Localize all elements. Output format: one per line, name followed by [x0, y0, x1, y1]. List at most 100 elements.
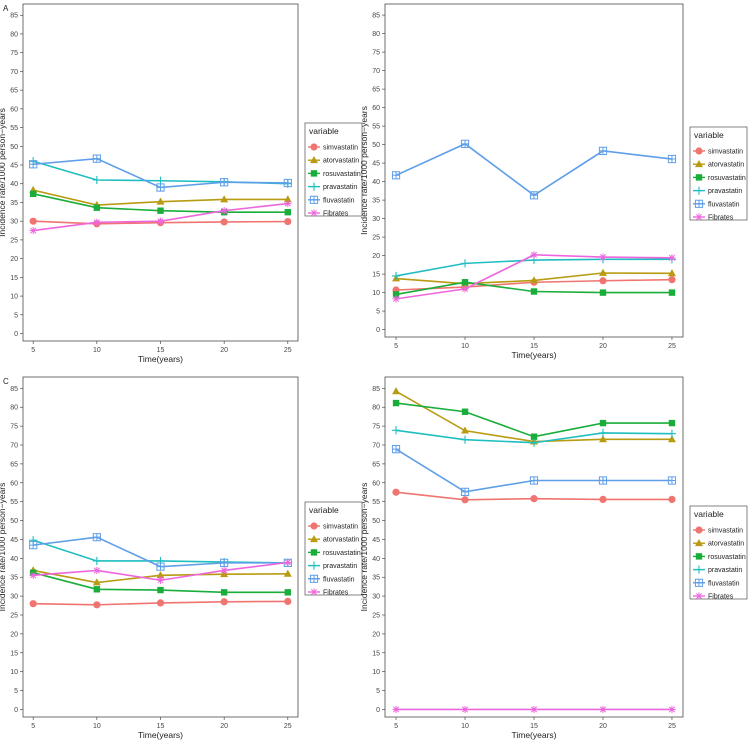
- data-point: [461, 279, 469, 286]
- data-point: [283, 569, 292, 577]
- x-axis-title: Time(years): [511, 350, 556, 360]
- series-fluvastatin: [29, 533, 292, 571]
- data-point: [92, 578, 101, 586]
- legend-marker: [310, 209, 318, 217]
- y-tick-label: 80: [10, 31, 18, 38]
- data-point: [391, 445, 401, 454]
- plot-area: [22, 3, 299, 342]
- legend-label: Fibrates: [323, 211, 349, 218]
- data-point: [220, 178, 229, 187]
- series-fibrates: [392, 705, 676, 714]
- data-point: [599, 495, 607, 503]
- panel-d: D051015202530354045505560657075808551015…: [359, 376, 748, 740]
- legend-label: fluvastatin: [323, 197, 355, 204]
- legend-marker: [309, 182, 319, 191]
- legend-marker: [695, 539, 703, 547]
- data-point: [392, 488, 400, 496]
- data-point: [220, 598, 228, 606]
- y-tick-label: 40: [10, 181, 18, 188]
- y-tick-label: 30: [10, 594, 18, 601]
- y-tick-label: 30: [372, 216, 380, 223]
- data-point: [667, 429, 677, 438]
- data-point: [530, 251, 538, 259]
- legend-item: simvastatin: [693, 147, 743, 156]
- y-tick-label: 50: [372, 518, 380, 525]
- data-point: [667, 435, 676, 443]
- data-point: [391, 271, 401, 281]
- legend-marker: [695, 592, 703, 600]
- data-point: [599, 253, 607, 261]
- y-tick-label: 65: [372, 87, 380, 94]
- data-point: [92, 154, 101, 163]
- legend: variable simvastatin atorvastatin rosuvasta…: [689, 505, 748, 601]
- legend-item: simvastatin: [693, 526, 743, 535]
- y-tick-label: 70: [10, 69, 18, 76]
- y-tick-label: 5: [376, 688, 380, 695]
- legend-item: Fibrates: [693, 592, 734, 601]
- data-point: [461, 408, 469, 415]
- y-tick-label: 80: [372, 31, 380, 38]
- x-tick-label: 25: [668, 343, 676, 350]
- x-tick-label: 15: [157, 347, 165, 354]
- legend-item: rosuvastatin: [308, 549, 361, 557]
- data-point: [156, 197, 165, 205]
- series-fluvastatin: [29, 154, 292, 192]
- data-point: [29, 217, 37, 225]
- data-point: [29, 190, 37, 198]
- data-point: [529, 191, 539, 200]
- legend-item: simvastatin: [308, 522, 358, 531]
- legend-marker: [694, 186, 704, 195]
- y-tick-label: 15: [10, 275, 18, 282]
- legend-item: Fibrates: [308, 588, 349, 597]
- legend-title: variable: [309, 505, 339, 515]
- legend-label: pravastatin: [323, 563, 357, 570]
- series-simvastatin: [29, 597, 292, 609]
- data-point: [461, 705, 469, 714]
- panel-letter: A: [3, 4, 9, 13]
- data-point: [284, 217, 292, 226]
- legend-item: Fibrates: [693, 213, 734, 222]
- series-fluvastatin: [391, 139, 677, 200]
- data-point: [157, 586, 164, 594]
- data-point: [530, 705, 538, 714]
- series-rosuvastatin: [392, 399, 676, 440]
- legend-label: pravastatin: [708, 567, 742, 574]
- y-tick-label: 70: [10, 443, 18, 450]
- x-tick-label: 25: [284, 347, 292, 354]
- y-tick-label: 10: [10, 294, 18, 301]
- data-point: [284, 558, 292, 567]
- plot-area: [384, 376, 684, 718]
- y-tick-label: 5: [14, 688, 18, 695]
- y-tick-label: 30: [10, 219, 18, 226]
- legend-label: rosuvastatin: [323, 171, 361, 178]
- plot-area: [384, 3, 684, 338]
- legend-item: simvastatin: [308, 143, 358, 152]
- data-point: [598, 268, 607, 276]
- y-tick-label: 85: [372, 386, 380, 393]
- y-tick-label: 25: [372, 613, 380, 620]
- data-point: [29, 600, 37, 608]
- legend-marker: [695, 147, 703, 155]
- y-tick-label: 45: [372, 161, 380, 168]
- y-tick-label: 5: [376, 309, 380, 316]
- y-tick-label: 20: [372, 253, 380, 260]
- legend-label: rosuvastatin: [323, 550, 361, 557]
- legend-title: variable: [309, 126, 339, 136]
- data-point: [530, 276, 538, 284]
- data-point: [391, 426, 401, 435]
- data-point: [92, 175, 101, 185]
- data-point: [667, 154, 677, 164]
- y-tick-label: 10: [10, 669, 18, 676]
- y-tick-label: 60: [10, 480, 18, 487]
- legend-marker: [309, 574, 319, 583]
- legend-item: rosuvastatin: [308, 170, 361, 178]
- y-tick-label: 70: [372, 68, 380, 75]
- y-tick-label: 40: [10, 556, 18, 563]
- data-point: [392, 291, 400, 298]
- series-simvastatin: [392, 488, 676, 504]
- data-point: [460, 487, 470, 496]
- y-tick-label: 0: [376, 327, 380, 334]
- legend-marker: [310, 549, 318, 556]
- legend-marker: [310, 522, 318, 530]
- y-tick-label: 85: [10, 386, 18, 393]
